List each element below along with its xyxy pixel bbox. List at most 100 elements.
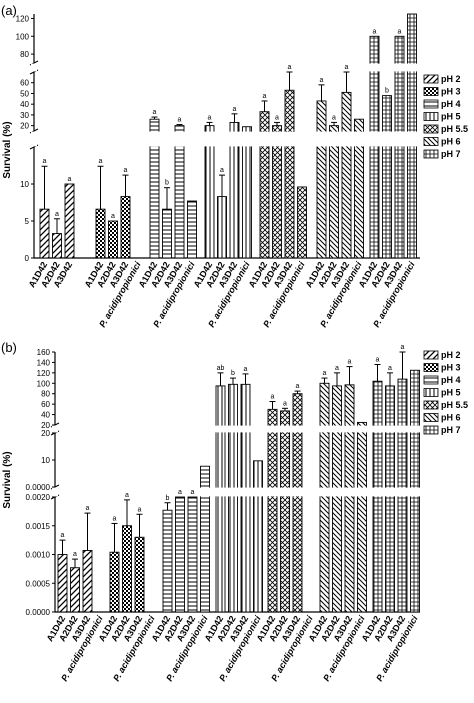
bar bbox=[200, 465, 210, 613]
significance-letter: b bbox=[166, 495, 170, 502]
bar-break-gap bbox=[331, 425, 343, 433]
y-tick-label: 0 bbox=[25, 254, 30, 263]
legend-label: pH 5 bbox=[441, 388, 461, 398]
bar-break-gap bbox=[384, 425, 396, 433]
y-tick-label: 40 bbox=[41, 411, 50, 420]
bar bbox=[187, 496, 198, 613]
bar bbox=[64, 183, 75, 259]
panel-label: (a) bbox=[1, 3, 17, 18]
significance-letter: a bbox=[208, 114, 212, 121]
significance-letter: a bbox=[323, 370, 327, 377]
legend-label: pH 3 bbox=[441, 87, 461, 97]
bar-break-gap bbox=[369, 131, 380, 147]
legend-label: pH 2 bbox=[441, 74, 461, 84]
legend-label: pH 5.5 bbox=[441, 400, 468, 410]
bar-break-gap bbox=[372, 425, 383, 433]
legend-swatch bbox=[423, 400, 439, 410]
legend-label: pH 7 bbox=[441, 149, 461, 159]
bar bbox=[228, 383, 238, 613]
bar-break-gap bbox=[227, 425, 239, 433]
y-tick-label: 40 bbox=[20, 100, 29, 109]
bar bbox=[39, 208, 50, 259]
bar-break-gap bbox=[271, 131, 283, 147]
bar-break-gap bbox=[279, 425, 291, 433]
y-tick-label: 20 bbox=[41, 421, 50, 430]
significance-letter: b bbox=[165, 180, 169, 187]
significance-letter: a bbox=[332, 114, 336, 121]
axis-break-gap bbox=[52, 425, 58, 433]
y-tick-label: 140 bbox=[37, 358, 51, 367]
bar-break-gap bbox=[240, 425, 251, 433]
legend-label: pH 5 bbox=[441, 112, 461, 122]
y-tick-label: 0.0020 bbox=[26, 493, 51, 502]
significance-letter: a bbox=[401, 344, 405, 351]
y-tick-label: 20 bbox=[20, 122, 29, 131]
bar bbox=[134, 536, 145, 613]
bar bbox=[253, 460, 263, 613]
bar bbox=[217, 196, 227, 259]
bar bbox=[108, 220, 118, 259]
bar-break-gap bbox=[229, 131, 240, 147]
bar-break-gap bbox=[353, 131, 365, 147]
significance-letter: a bbox=[113, 515, 117, 522]
y-tick-label: 100 bbox=[16, 32, 30, 41]
y-tick-label: 60 bbox=[20, 79, 29, 88]
bar bbox=[297, 186, 307, 259]
bar-break-gap bbox=[241, 131, 253, 147]
y-tick-label: 100 bbox=[37, 379, 51, 388]
bar bbox=[385, 385, 395, 613]
bar-break-gap bbox=[199, 487, 211, 497]
significance-letter: a bbox=[99, 158, 103, 165]
bar bbox=[109, 551, 120, 613]
axis-break-gap bbox=[31, 131, 37, 147]
bar-break-gap bbox=[240, 487, 251, 497]
y-tick-label: 120 bbox=[37, 369, 51, 378]
bar bbox=[242, 126, 252, 259]
bar-break-gap bbox=[394, 131, 405, 147]
significance-letter: a bbox=[296, 383, 300, 390]
significance-letter: a bbox=[244, 366, 248, 373]
bar-break-gap bbox=[227, 487, 239, 497]
significance-letter: a bbox=[138, 506, 142, 513]
y-tick-label: 0.0000 bbox=[26, 483, 51, 492]
bar-break-gap bbox=[215, 487, 226, 497]
significance-letter: a bbox=[125, 492, 129, 499]
significance-letter: a bbox=[220, 167, 224, 174]
y-axis-label: Survival (%) bbox=[2, 451, 13, 508]
bar-break-gap bbox=[394, 63, 405, 72]
y-tick-label: 80 bbox=[41, 390, 50, 399]
legend-swatch bbox=[423, 425, 439, 435]
bar-break-gap bbox=[259, 131, 270, 147]
bar-break-gap bbox=[149, 131, 160, 147]
bar bbox=[280, 410, 290, 613]
legend-label: pH 6 bbox=[441, 137, 461, 147]
significance-letter: a bbox=[376, 357, 380, 364]
significance-letter: a bbox=[55, 211, 59, 218]
y-tick-label: 50 bbox=[20, 89, 29, 98]
legend-swatch bbox=[423, 375, 439, 385]
bar-break-gap bbox=[292, 425, 303, 433]
legend-swatch bbox=[423, 99, 439, 109]
legend-swatch bbox=[423, 388, 439, 397]
bar bbox=[372, 380, 383, 613]
significance-letter: a bbox=[111, 213, 115, 220]
y-tick-label: 0.0010 bbox=[26, 551, 51, 560]
bar-break-gap bbox=[344, 425, 355, 433]
legend-swatch bbox=[423, 363, 439, 372]
bar-break-gap bbox=[397, 487, 408, 497]
legend-swatch bbox=[423, 124, 439, 134]
bar bbox=[369, 35, 380, 259]
panel-b: (b) Survival (%) 0.0000 0.0005 0.0010 0.0015 0… bbox=[1, 340, 468, 683]
bar-break-gap bbox=[384, 487, 396, 497]
bar bbox=[162, 509, 173, 613]
y-tick-label: 5 bbox=[25, 217, 30, 226]
significance-letter: a bbox=[178, 489, 182, 496]
y-tick-label: 160 bbox=[37, 348, 51, 357]
y-tick-label: 10 bbox=[20, 180, 29, 189]
bar-break-gap bbox=[319, 425, 330, 433]
bar bbox=[215, 385, 226, 613]
panel-a: (a)Survival (%)0510203040506080100120A1D… bbox=[1, 3, 468, 329]
bar-break-gap bbox=[409, 425, 421, 433]
axis-break-gap bbox=[52, 487, 58, 497]
